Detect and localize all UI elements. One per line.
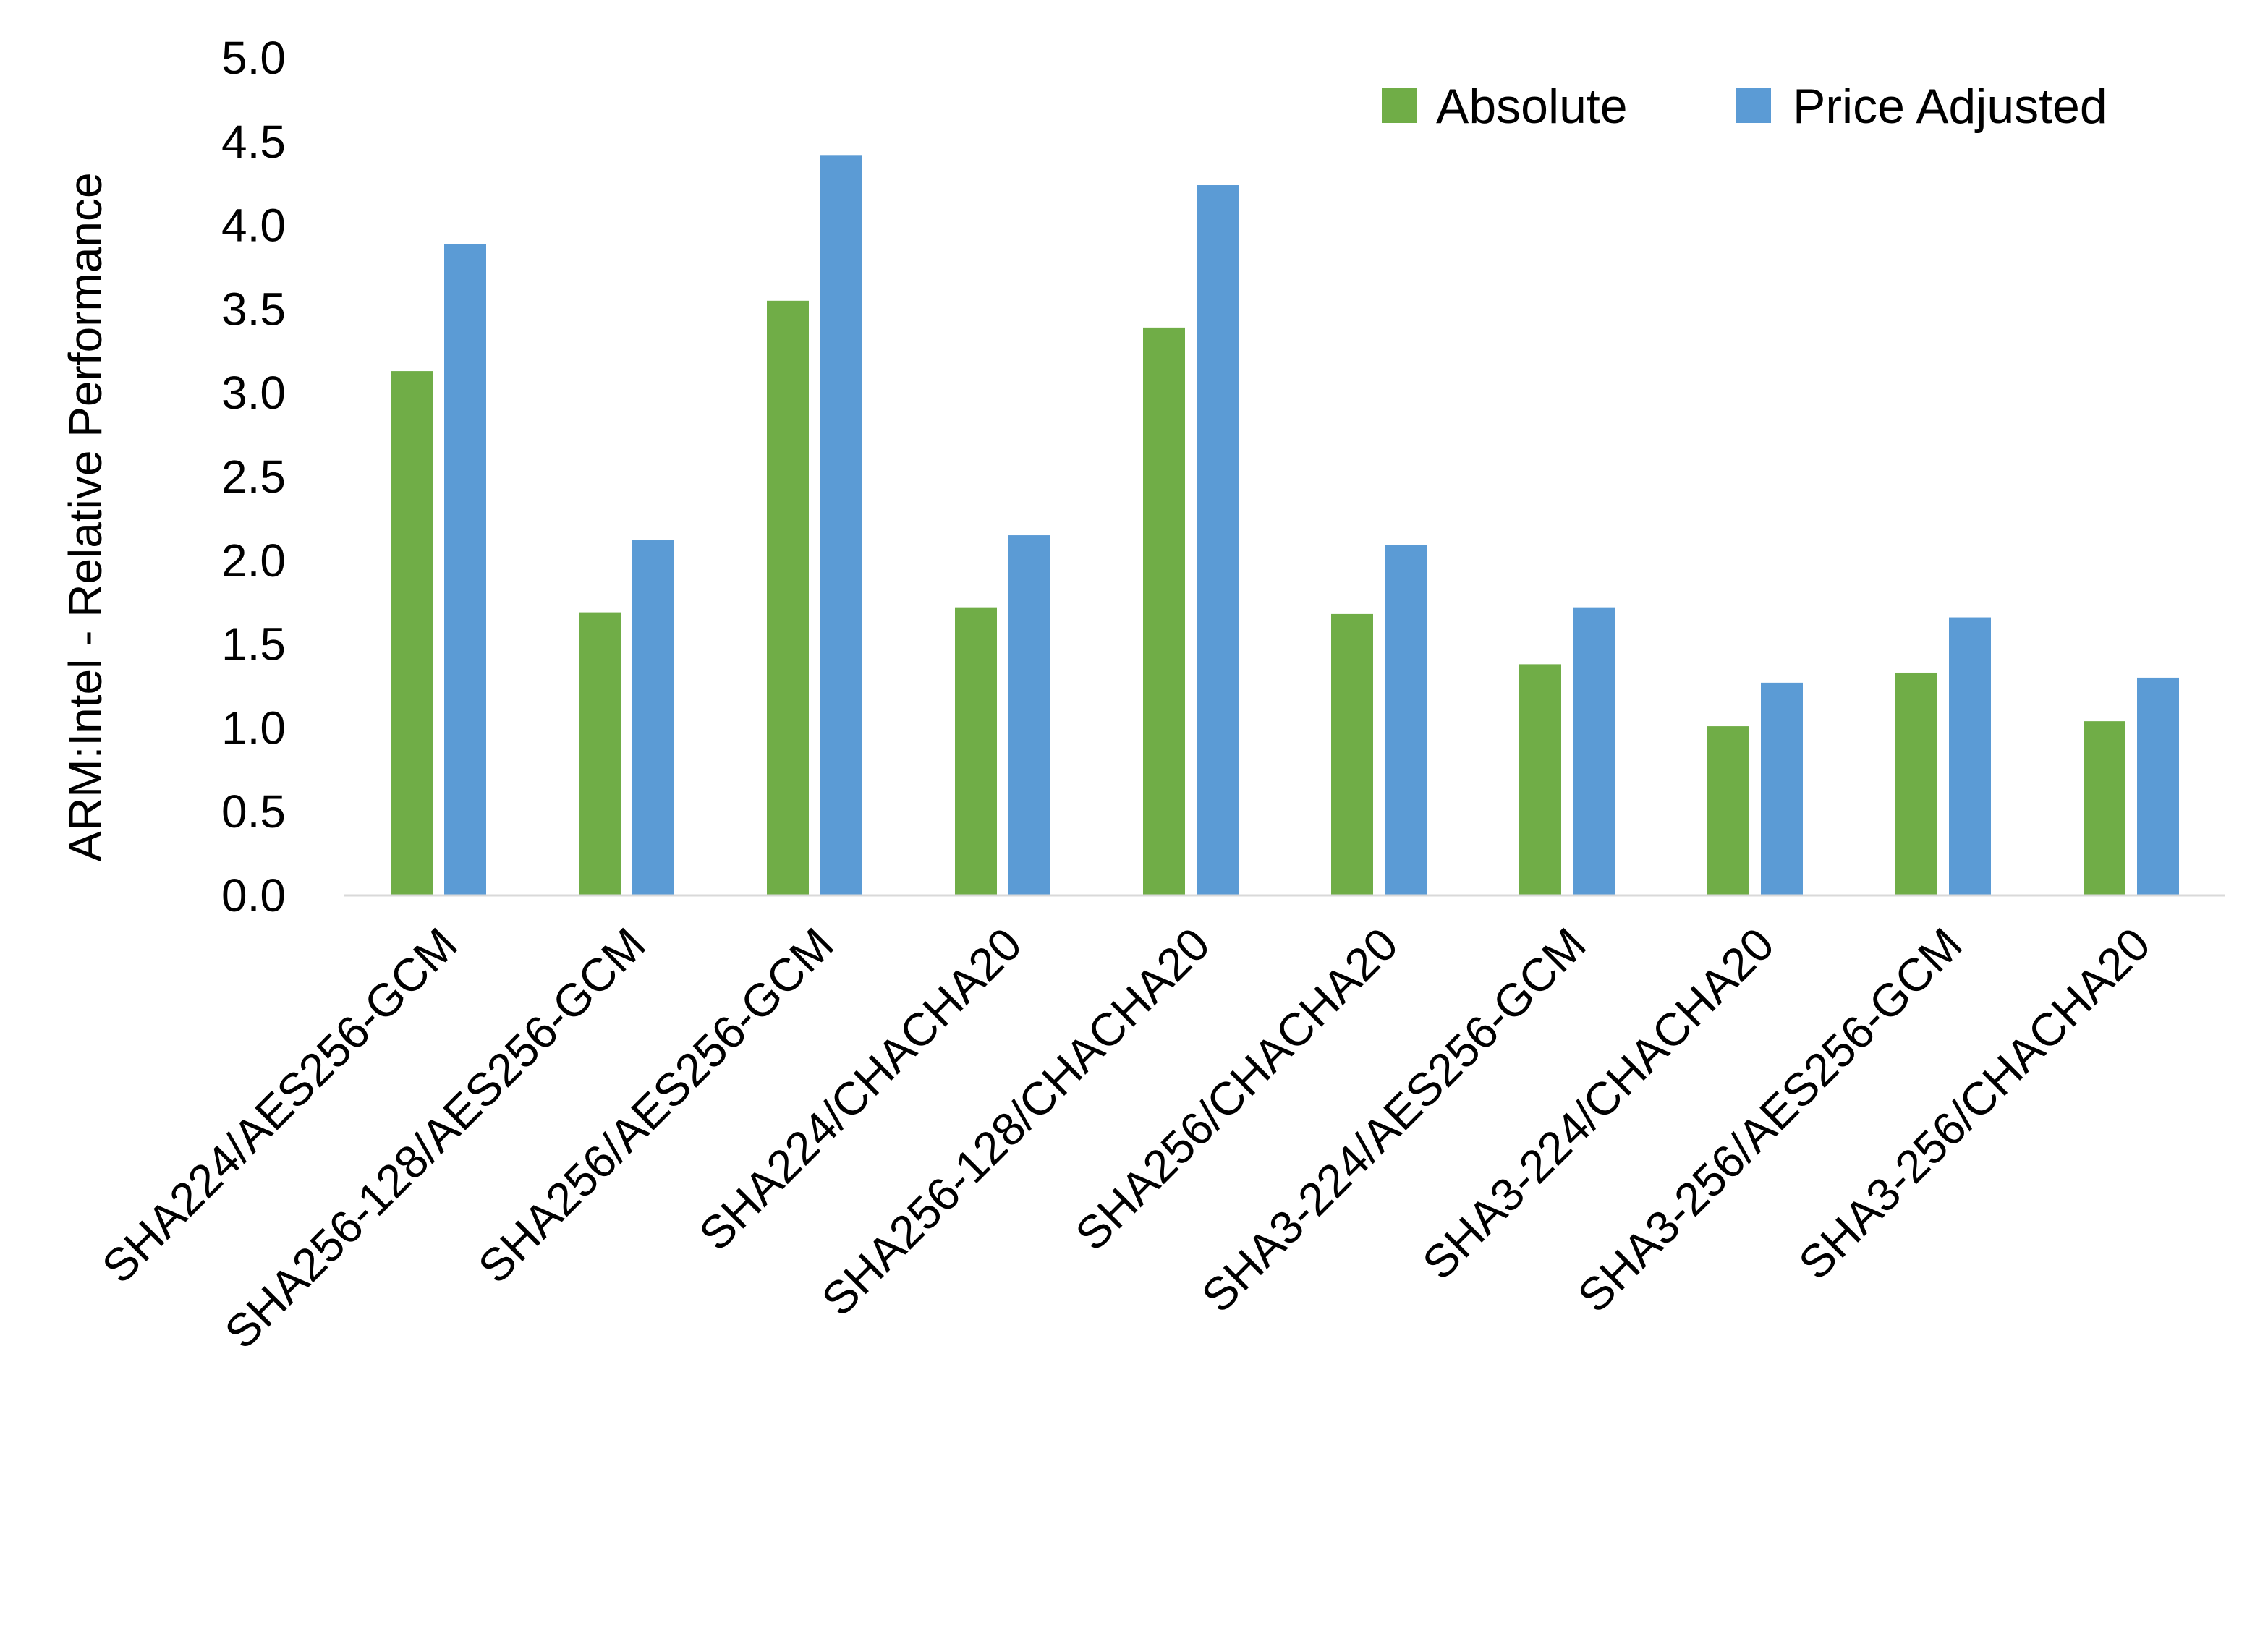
legend-label: Absolute [1436, 79, 1628, 134]
bar-price-adjusted [444, 244, 486, 895]
bar-price-adjusted [820, 155, 862, 895]
y-tick-label: 0.5 [221, 785, 286, 838]
bar-absolute [1707, 726, 1749, 895]
bar-absolute [1519, 664, 1561, 895]
bars [391, 155, 2179, 896]
legend-label: Price Adjusted [1793, 79, 2107, 134]
y-tick-label: 1.5 [221, 618, 286, 670]
x-tick-label: SHA3-224/AES256-GCM [1192, 918, 1596, 1322]
bar-price-adjusted [2137, 677, 2179, 895]
legend-swatch [1382, 88, 1417, 123]
bar-absolute [1143, 327, 1185, 896]
x-tick-label: SHA3-256/CHACHA20 [1788, 918, 2160, 1290]
x-tick-label: SHA224/AES256-GCM [92, 918, 467, 1293]
bar-absolute [2084, 721, 2125, 895]
bar-price-adjusted [1197, 185, 1239, 895]
x-tick-label: SHA3-256/AES256-GCM [1568, 918, 1972, 1322]
x-tick-label: SHA256/AES256-GCM [468, 918, 844, 1293]
x-tick-label: SHA3-224/CHACHA20 [1412, 918, 1784, 1290]
x-tick-label: SHA256/CHACHA20 [1065, 918, 1407, 1260]
bar-price-adjusted [632, 540, 674, 895]
bar-absolute [391, 371, 433, 895]
bar-absolute [1331, 613, 1373, 895]
bar-absolute [579, 612, 621, 895]
bar-price-adjusted [1949, 617, 1991, 895]
y-tick-label: 3.5 [221, 283, 286, 335]
x-tick-labels: SHA224/AES256-GCMSHA256-128/AES256-GCMSH… [92, 918, 2160, 1358]
bar-price-adjusted [1008, 535, 1050, 895]
y-tick-label: 2.5 [221, 451, 286, 503]
bar-absolute [955, 607, 997, 895]
bar-price-adjusted [1573, 607, 1615, 895]
y-tick-label: 3.0 [221, 367, 286, 419]
bar-absolute [767, 300, 809, 895]
y-tick-label: 2.0 [221, 534, 286, 587]
x-tick-label: SHA256-128/CHACHA20 [812, 918, 1220, 1326]
legend: Absolute Price Adjusted [1382, 79, 2107, 134]
y-tick-label: 4.5 [221, 116, 286, 168]
x-tick-label: SHA224/CHACHA20 [689, 918, 1031, 1260]
legend-swatch [1736, 88, 1771, 123]
y-axis-label: ARM:Intel - Relative Performance [59, 172, 111, 861]
y-tick-label: 5.0 [221, 32, 286, 84]
y-tick-labels: 0.0 0.5 1.0 1.5 2.0 2.5 3.0 3.5 4.0 4.5 5.0 [221, 32, 286, 921]
bar-absolute [1895, 672, 1937, 895]
bar-price-adjusted [1385, 545, 1427, 895]
y-tick-label: 4.0 [221, 200, 286, 252]
bar-price-adjusted [1761, 682, 1803, 895]
y-tick-label: 1.0 [221, 702, 286, 754]
y-tick-label: 0.0 [221, 869, 286, 921]
